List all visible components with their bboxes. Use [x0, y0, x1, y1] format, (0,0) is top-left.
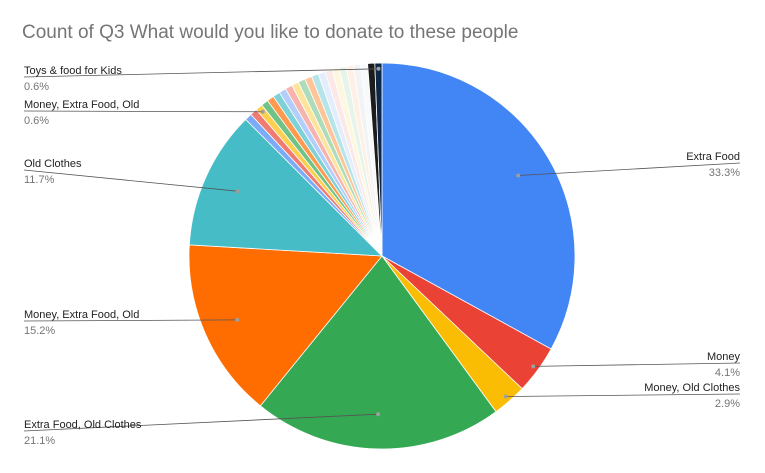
- slice-label: Toys & food for Kids 0.6%: [23, 65, 381, 93]
- slice-label: Money, Extra Food, Old 0.6%: [23, 99, 265, 127]
- pie-slice-money-extra-food-old[interactable]: [188, 244, 383, 407]
- chart-title: Count of Q3 What would you like to donat…: [22, 22, 519, 43]
- leader-dot: [516, 173, 521, 178]
- leader-line: [533, 362, 741, 367]
- slice-label-name: Money, Old Clothes: [644, 382, 740, 394]
- leader-dot: [503, 394, 508, 399]
- slice-label-percent: 33.3%: [709, 167, 740, 179]
- slice-label-percent: 0.6%: [24, 115, 49, 127]
- leader-dot: [235, 189, 240, 194]
- leader-dot: [531, 364, 536, 369]
- slice-label: Money, Extra Food, Old 15.2%: [23, 309, 240, 337]
- slice-label-name: Money, Extra Food, Old: [24, 99, 139, 111]
- slice-label: Money 4.1%: [531, 351, 740, 379]
- leader-line: [23, 68, 379, 78]
- pie-slices: [188, 62, 576, 450]
- slice-label-name: Extra Food, Old Clothes: [24, 419, 142, 431]
- slice-label-percent: 21.1%: [24, 435, 55, 447]
- leader-dot: [260, 109, 265, 114]
- slice-label-name: Money: [707, 351, 741, 363]
- slice-label-name: Old Clothes: [24, 158, 82, 170]
- slice-label-percent: 2.9%: [715, 398, 740, 410]
- leader-line: [23, 319, 238, 322]
- slice-label: Old Clothes 11.7%: [23, 158, 240, 194]
- slice-label-percent: 0.6%: [24, 81, 49, 93]
- slice-label-percent: 11.7%: [24, 174, 55, 186]
- slice-label: Money, Old Clothes 2.9%: [503, 382, 741, 410]
- leader-line: [23, 413, 379, 432]
- leader-dot: [376, 66, 381, 71]
- leader-line: [23, 110, 263, 113]
- slice-label: Extra Food, Old Clothes 21.1%: [23, 412, 381, 447]
- pie-slice-toys-food-for-kids[interactable]: [374, 62, 383, 257]
- pie-slice-old-clothes[interactable]: [188, 118, 384, 257]
- leader-line: [518, 162, 741, 176]
- slice-label-name: Extra Food: [686, 151, 740, 163]
- slice-label-name: Toys & food for Kids: [24, 65, 122, 77]
- leader-line: [23, 169, 238, 192]
- pie-labels: Extra Food 33.3% Money 4.1% Money, Old Cloth…: [23, 65, 741, 447]
- leader-dot: [235, 317, 240, 322]
- slice-label: Extra Food 33.3%: [516, 151, 740, 179]
- slice-label-name: Money, Extra Food, Old: [24, 309, 139, 321]
- slice-label-percent: 4.1%: [715, 367, 740, 379]
- pie-slice-extra-food-old-clothes[interactable]: [259, 255, 497, 450]
- pie-slice-extra-food[interactable]: [381, 62, 576, 350]
- slice-label-percent: 15.2%: [24, 325, 55, 337]
- leader-dot: [376, 412, 381, 417]
- leader-line: [505, 393, 741, 397]
